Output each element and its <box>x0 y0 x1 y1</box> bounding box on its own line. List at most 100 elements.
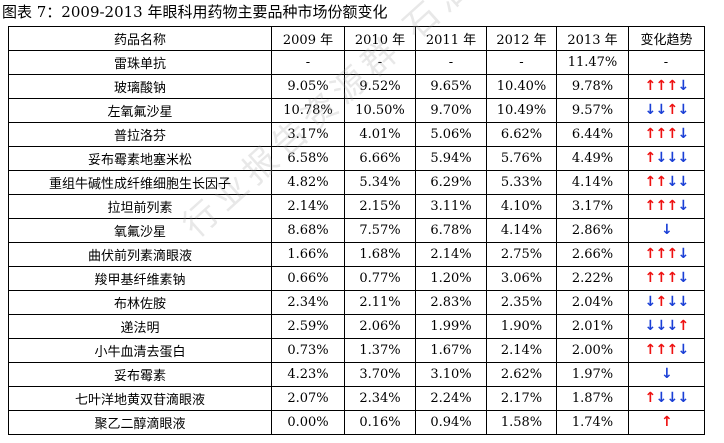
share-cell-2013: 9.78% <box>556 74 629 99</box>
table-header-row: 药品名称 2009 年 2010 年 2011 年 2012 年 2013 年 … <box>8 26 705 51</box>
share-cell-2012: 6.62% <box>486 122 557 147</box>
arrow-up-icon: ↑ <box>661 414 674 430</box>
trend-cell: ↑↑↑↓ <box>628 266 705 291</box>
table-caption: 图表 7：2009-2013 年眼科用药物主要品种市场份额变化 <box>2 3 388 21</box>
arrow-up-icon: ↑ <box>644 174 658 190</box>
share-cell-2012: 10.40% <box>486 74 557 99</box>
drug-name-cell: 妥布霉素 <box>8 362 272 387</box>
share-cell-2012: 2.75% <box>486 242 557 267</box>
share-cell-2010: 10.50% <box>344 98 416 123</box>
share-cell-2010: 2.11% <box>344 290 416 315</box>
header-trend: 变化趋势 <box>628 26 705 51</box>
share-cell-2013: 9.57% <box>556 98 629 123</box>
arrow-up-icon: ↑ <box>666 246 680 262</box>
arrow-down-icon: ↓ <box>655 150 669 166</box>
arrow-down-icon: ↓ <box>644 294 658 310</box>
market-share-table: 药品名称 2009 年 2010 年 2011 年 2012 年 2013 年 … <box>8 26 705 435</box>
arrow-up-icon: ↑ <box>666 102 680 118</box>
arrow-up-icon: ↑ <box>655 294 669 310</box>
share-cell-2012: 10.49% <box>486 98 557 123</box>
table-row: 羧甲基纤维素钠 0.66% 0.77% 1.20% 3.06% 2.22% ↑↑↑↓ <box>8 266 705 291</box>
arrow-down-icon: ↓ <box>677 174 691 190</box>
drug-name-cell: 七叶洋地黄双苷滴眼液 <box>8 386 272 411</box>
table-row: 递法明 2.59% 2.06% 1.99% 1.90% 2.01% ↓↓↓↑ <box>8 314 705 339</box>
arrow-down-icon: ↓ <box>644 102 658 118</box>
share-cell-2009: 0.66% <box>271 266 345 291</box>
arrow-up-icon: ↑ <box>644 342 658 358</box>
trend-cell: ↑↑↑↓ <box>628 194 705 219</box>
arrow-up-icon: ↑ <box>644 198 658 214</box>
drug-name-cell: 普拉洛芬 <box>8 122 272 147</box>
share-cell-2011: 5.94% <box>415 146 487 171</box>
trend-cell: ↓↓↑↓ <box>628 98 705 123</box>
share-cell-2012: 1.90% <box>486 314 557 339</box>
share-cell-2010: - <box>344 50 416 75</box>
arrow-down-icon: ↓ <box>677 246 691 262</box>
trend-cell: ↓ <box>628 218 705 243</box>
drug-name-cell: 氧氟沙星 <box>8 218 272 243</box>
arrow-down-icon: ↓ <box>677 342 691 358</box>
arrow-down-icon: ↓ <box>666 294 680 310</box>
share-cell-2009: 2.34% <box>271 290 345 315</box>
table-row: 重组牛碱性成纤维细胞生长因子 4.82% 5.34% 6.29% 5.33% 4.14% ↑… <box>8 170 705 195</box>
arrow-down-icon: ↓ <box>666 150 680 166</box>
share-cell-2013: 6.44% <box>556 122 629 147</box>
share-cell-2011: 5.06% <box>415 122 487 147</box>
trend-cell: ↑↑↑↓ <box>628 74 705 99</box>
share-cell-2009: 2.07% <box>271 386 345 411</box>
table-row: 布林佐胺 2.34% 2.11% 2.83% 2.35% 2.04% ↓↑↓↓ <box>8 290 705 315</box>
drug-name-cell: 聚乙二醇滴眼液 <box>8 410 272 435</box>
arrow-down-icon: ↓ <box>655 318 669 334</box>
share-cell-2013: 1.97% <box>556 362 629 387</box>
drug-name-cell: 妥布霉素地塞米松 <box>8 146 272 171</box>
share-cell-2010: 0.16% <box>344 410 416 435</box>
share-cell-2012: 4.14% <box>486 218 557 243</box>
arrow-up-icon: ↑ <box>644 390 658 406</box>
trend-cell: ↑↑↓↓ <box>628 170 705 195</box>
share-cell-2013: 1.74% <box>556 410 629 435</box>
drug-name-cell: 羧甲基纤维素钠 <box>8 266 272 291</box>
trend-cell: - <box>628 50 705 75</box>
table-row: 曲伏前列素滴眼液 1.66% 1.68% 2.14% 2.75% 2.66% ↑↑↑↓ <box>8 242 705 267</box>
arrow-down-icon: ↓ <box>677 198 691 214</box>
table-row: 玻璃酸钠 9.05% 9.52% 9.65% 10.40% 9.78% ↑↑↑↓ <box>8 74 705 99</box>
arrow-down-icon: ↓ <box>666 390 680 406</box>
arrow-down-icon: ↓ <box>661 222 674 238</box>
arrow-down-icon: ↓ <box>677 126 691 142</box>
arrow-down-icon: ↓ <box>666 318 680 334</box>
share-cell-2012: 2.62% <box>486 362 557 387</box>
share-cell-2011: 3.11% <box>415 194 487 219</box>
drug-name-cell: 拉坦前列素 <box>8 194 272 219</box>
drug-name-cell: 递法明 <box>8 314 272 339</box>
share-cell-2009: 8.68% <box>271 218 345 243</box>
header-2010: 2010 年 <box>344 26 416 51</box>
arrow-up-icon: ↑ <box>644 78 658 94</box>
arrow-down-icon: ↓ <box>677 270 691 286</box>
share-cell-2009: 0.73% <box>271 338 345 363</box>
table-row: 普拉洛芬 3.17% 4.01% 5.06% 6.62% 6.44% ↑↑↑↓ <box>8 122 705 147</box>
table-row: 聚乙二醇滴眼液 0.00% 0.16% 0.94% 1.58% 1.74% ↑ <box>8 410 705 435</box>
share-cell-2010: 7.57% <box>344 218 416 243</box>
table-row: 七叶洋地黄双苷滴眼液 2.07% 2.34% 2.24% 2.17% 1.87% ↑↓↓↓ <box>8 386 705 411</box>
share-cell-2013: 4.14% <box>556 170 629 195</box>
share-cell-2013: 4.49% <box>556 146 629 171</box>
table-row: 拉坦前列素 2.14% 2.15% 3.11% 4.10% 3.17% ↑↑↑↓ <box>8 194 705 219</box>
share-cell-2009: 2.59% <box>271 314 345 339</box>
drug-name-cell: 雷珠单抗 <box>8 50 272 75</box>
header-2011: 2011 年 <box>415 26 487 51</box>
arrow-down-icon: ↓ <box>677 390 691 406</box>
share-cell-2011: 6.29% <box>415 170 487 195</box>
arrow-up-icon: ↑ <box>655 198 669 214</box>
share-cell-2011: 9.65% <box>415 74 487 99</box>
share-cell-2012: - <box>486 50 557 75</box>
share-cell-2010: 4.01% <box>344 122 416 147</box>
share-cell-2009: 6.58% <box>271 146 345 171</box>
arrow-down-icon: ↓ <box>677 102 691 118</box>
arrow-up-icon: ↑ <box>655 270 669 286</box>
header-2012: 2012 年 <box>486 26 557 51</box>
share-cell-2011: - <box>415 50 487 75</box>
drug-name-cell: 小牛血清去蛋白 <box>8 338 272 363</box>
trend-cell: ↑↑↑↓ <box>628 122 705 147</box>
arrow-down-icon: ↓ <box>677 294 691 310</box>
table-row: 小牛血清去蛋白 0.73% 1.37% 1.67% 2.14% 2.00% ↑↑↑↓ <box>8 338 705 363</box>
